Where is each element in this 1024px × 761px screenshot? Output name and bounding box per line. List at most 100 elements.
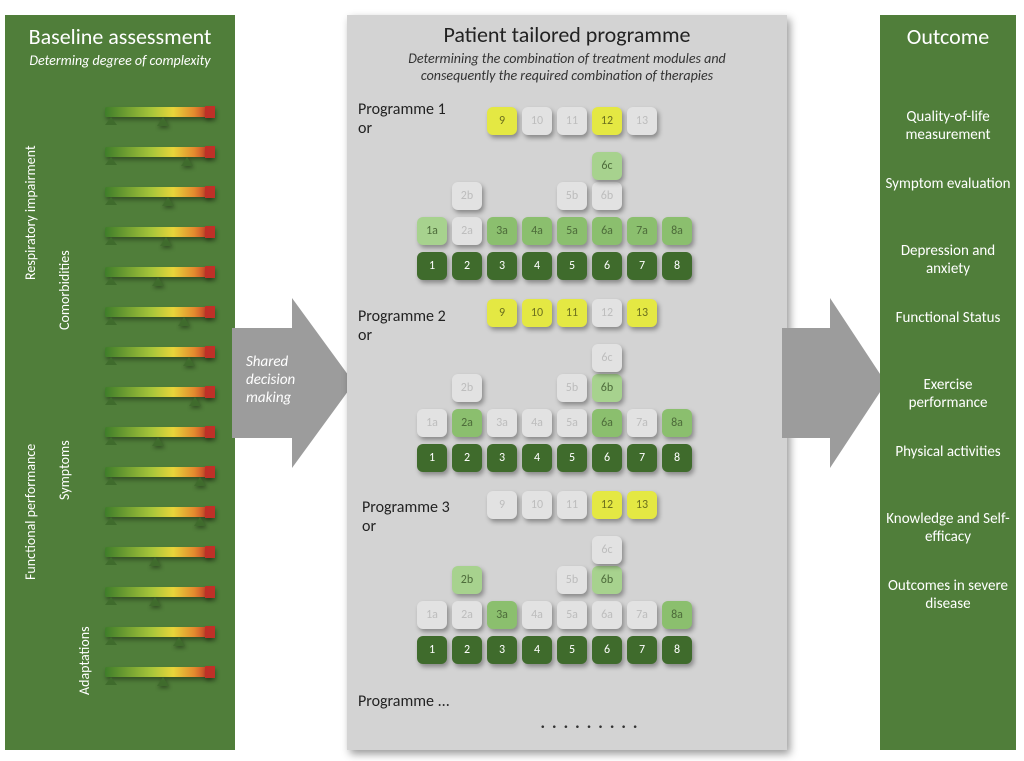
module-cell: 3a (487, 409, 517, 437)
slider-pointer-icon (157, 677, 169, 686)
module-cell: 2a (452, 409, 482, 437)
module-cell: 5a (557, 217, 587, 245)
module-cell: 13 (627, 299, 657, 327)
module-cell: 2 (452, 252, 482, 280)
module-cell: 9 (487, 299, 517, 327)
arrow-left-label-3: making (246, 389, 295, 407)
module-cell: 2 (452, 444, 482, 472)
module-cell: 2b (452, 374, 482, 402)
slider-pointer-icon (162, 197, 174, 206)
slider-pointer-icon (189, 397, 201, 406)
module-cell: 5b (557, 566, 587, 594)
module-cell: 5b (557, 374, 587, 402)
module-cell: 5a (557, 601, 587, 629)
arrow-left-label-1: Shared (246, 353, 295, 371)
programme-ellipsis-dots: ......... (540, 707, 644, 734)
module-cell: 9 (487, 491, 517, 519)
module-cell: 1 (417, 636, 447, 664)
slider-pointer-icon (149, 557, 161, 566)
module-cell: 12 (592, 299, 622, 327)
module-cell: 1 (417, 444, 447, 472)
slider-pointer-icon (149, 597, 161, 606)
module-cell: 8a (662, 409, 692, 437)
programme-subtitle: Determining the combination of treatment… (347, 50, 787, 84)
programme-label-0: Programme 1 or (358, 100, 446, 138)
arrow-to-outcome (782, 298, 886, 468)
module-cell: 4 (522, 252, 552, 280)
complexity-slider-13 (105, 627, 210, 637)
slider-pointer-icon (152, 437, 164, 446)
module-cell: 10 (522, 299, 552, 327)
module-cell: 7 (627, 636, 657, 664)
arrow-right-icon (782, 298, 886, 468)
module-cell: 6b (592, 182, 622, 210)
module-cell: 6c (592, 152, 622, 180)
module-cell: 4 (522, 444, 552, 472)
module-cell: 7a (627, 409, 657, 437)
module-cell: 8a (662, 217, 692, 245)
module-cell: 10 (522, 107, 552, 135)
slider-pointer-icon (194, 477, 206, 486)
programme-title: Patient tailored programme (347, 21, 787, 48)
module-cell: 8a (662, 601, 692, 629)
outcome-item-7: Outcomes in severe disease (884, 577, 1012, 613)
module-cell: 8 (662, 444, 692, 472)
module-cell: 6 (592, 252, 622, 280)
module-cell: 5 (557, 636, 587, 664)
module-cell: 5b (557, 182, 587, 210)
complexity-slider-6 (105, 347, 210, 357)
outcome-item-2: Depression and anxiety (884, 242, 1012, 278)
module-cell: 12 (592, 107, 622, 135)
complexity-slider-2 (105, 187, 210, 197)
module-cell: 6 (592, 636, 622, 664)
complexity-slider-12 (105, 587, 210, 597)
slider-pointer-icon (183, 357, 195, 366)
baseline-title: Baseline assessment (5, 23, 235, 50)
baseline-subtitle: Determing degree of complexity (5, 52, 235, 69)
module-cell: 4a (522, 601, 552, 629)
module-cell: 6b (592, 374, 622, 402)
complexity-slider-0 (105, 107, 210, 117)
outcome-item-1: Symptom evaluation (884, 175, 1012, 193)
outcome-title: Outcome (880, 23, 1016, 50)
slider-pointer-icon (178, 317, 190, 326)
outcome-item-6: Knowledge and Self-efficacy (884, 510, 1012, 546)
module-cell: 3a (487, 601, 517, 629)
slider-pointer-icon (160, 237, 172, 246)
module-cell: 1a (417, 217, 447, 245)
complexity-slider-8 (105, 427, 210, 437)
module-cell: 3 (487, 636, 517, 664)
baseline-panel: Baseline assessment Determing degree of … (5, 15, 235, 750)
module-cell: 1 (417, 252, 447, 280)
arrow-left-label-2: decision (246, 371, 295, 389)
baseline-category-1: Comorbidities (56, 250, 73, 330)
module-cell: 9 (487, 107, 517, 135)
module-cell: 4 (522, 636, 552, 664)
complexity-slider-11 (105, 547, 210, 557)
module-cell: 13 (627, 107, 657, 135)
diagram-canvas: Baseline assessment Determing degree of … (0, 0, 1024, 761)
slider-pointer-icon (173, 637, 185, 646)
slider-pointer-icon (152, 277, 164, 286)
module-cell: 6a (592, 409, 622, 437)
complexity-slider-5 (105, 307, 210, 317)
module-cell: 2a (452, 601, 482, 629)
complexity-slider-10 (105, 507, 210, 517)
complexity-slider-7 (105, 387, 210, 397)
module-cell: 8 (662, 252, 692, 280)
module-cell: 2 (452, 636, 482, 664)
module-cell: 5a (557, 409, 587, 437)
module-cell: 11 (557, 107, 587, 135)
module-cell: 5 (557, 444, 587, 472)
module-cell: 6c (592, 536, 622, 564)
module-cell: 4a (522, 217, 552, 245)
module-cell: 1a (417, 601, 447, 629)
module-cell: 4a (522, 409, 552, 437)
module-cell: 8 (662, 636, 692, 664)
programme-label-2: Programme 3 or (362, 498, 450, 536)
arrow-left-label: Shared decision making (246, 353, 295, 407)
outcome-item-0: Quality-of-life measurement (884, 108, 1012, 144)
module-cell: 11 (557, 491, 587, 519)
baseline-category-2: Functional performance (22, 444, 39, 580)
module-cell: 1a (417, 409, 447, 437)
